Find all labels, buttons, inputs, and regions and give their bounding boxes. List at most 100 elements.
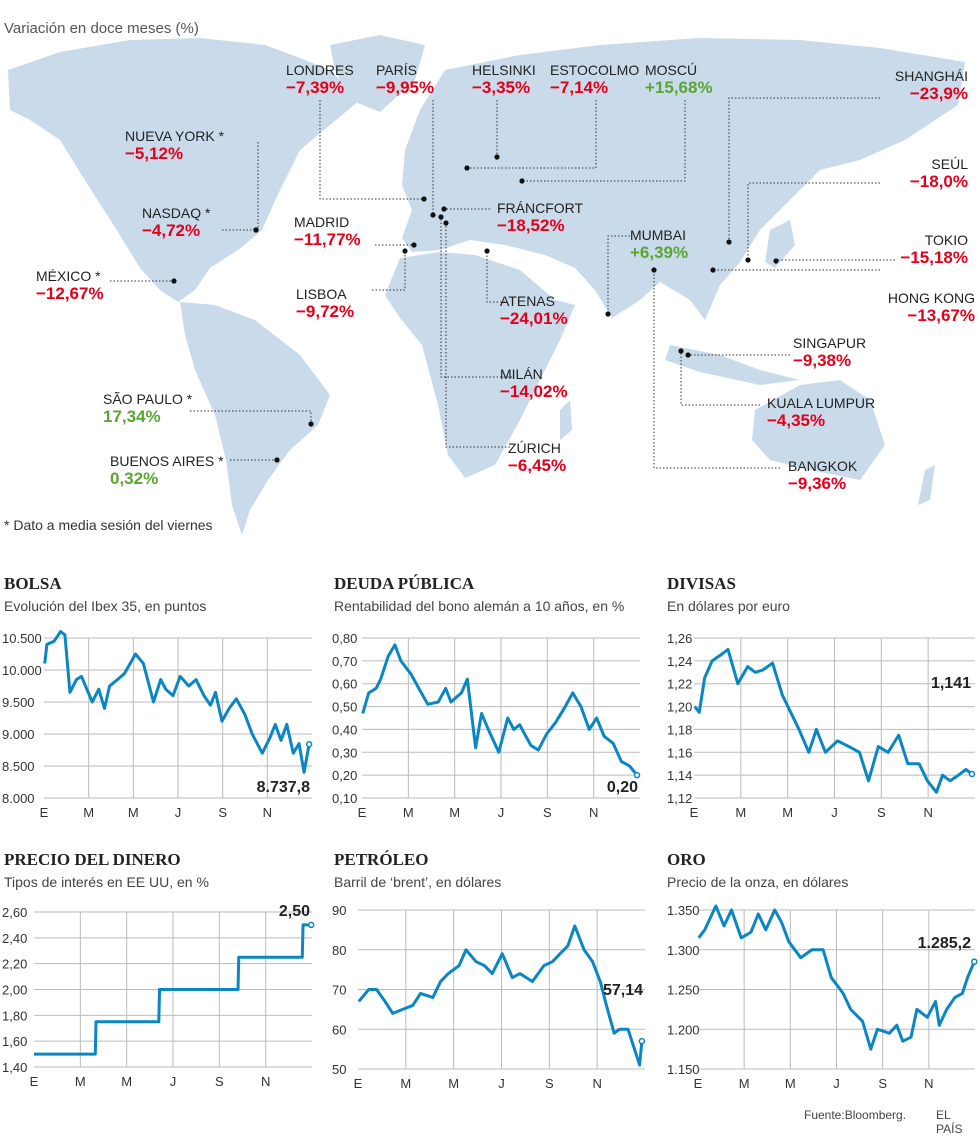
x-tick-label: N bbox=[923, 805, 932, 820]
x-tick-label: M bbox=[782, 805, 793, 820]
y-tick-label: 0,10 bbox=[332, 791, 357, 806]
end-point-marker bbox=[308, 921, 315, 929]
y-tick-label: 2,20 bbox=[2, 957, 27, 972]
city-name: FRÁNCFORT bbox=[497, 200, 584, 216]
city-dot bbox=[685, 352, 691, 358]
city-change: −14,02% bbox=[500, 382, 568, 402]
city-change: −15,18% bbox=[900, 248, 968, 268]
city-label: BUENOS AIRES * 0,32% bbox=[110, 453, 224, 489]
x-tick-label: S bbox=[878, 1076, 887, 1091]
source-note: Fuente:Bloomberg. bbox=[804, 1108, 907, 1122]
city-change: +6,39% bbox=[630, 243, 689, 263]
x-tick-label: M bbox=[735, 805, 746, 820]
city-dot bbox=[745, 257, 751, 263]
y-tick-label: 60 bbox=[332, 1022, 346, 1037]
end-point-marker bbox=[971, 958, 978, 965]
y-tick-label: 1,18 bbox=[667, 722, 692, 737]
australia bbox=[752, 380, 885, 480]
city-change: 17,34% bbox=[103, 407, 161, 427]
x-tick-label: M bbox=[449, 805, 460, 820]
y-tick-label: 1,40 bbox=[2, 1060, 27, 1075]
city-change: 0,32% bbox=[110, 469, 159, 489]
city-change: −4,72% bbox=[142, 221, 201, 241]
city-name: HELSINKI bbox=[472, 62, 536, 78]
x-tick-label: S bbox=[877, 805, 886, 820]
y-tick-label: 0,60 bbox=[332, 677, 357, 692]
city-change: −5,12% bbox=[125, 144, 184, 164]
city-name: ATENAS bbox=[500, 293, 555, 309]
city-change: −9,72% bbox=[296, 302, 355, 322]
y-tick-label: 1.200 bbox=[667, 1022, 700, 1037]
city-dot bbox=[651, 267, 657, 273]
y-tick-label: 1,26 bbox=[667, 631, 692, 646]
eurasia bbox=[402, 38, 965, 320]
x-tick-label: E bbox=[30, 1074, 39, 1089]
y-tick-label: 9.500 bbox=[2, 695, 35, 710]
y-tick-label: 2,60 bbox=[2, 905, 27, 920]
y-tick-label: 1.300 bbox=[667, 943, 700, 958]
chart-subtitle: Tipos de interés en EE UU, en % bbox=[4, 874, 209, 890]
y-tick-label: 90 bbox=[332, 903, 346, 918]
city-change: −11,77% bbox=[294, 230, 361, 250]
x-tick-label: N bbox=[589, 805, 598, 820]
y-tick-label: 0,80 bbox=[332, 631, 357, 646]
city-dot bbox=[443, 220, 449, 226]
city-name: PARÍS bbox=[376, 62, 417, 78]
chart-title: PRECIO DEL DINERO bbox=[4, 850, 181, 869]
y-tick-label: 1,22 bbox=[667, 677, 692, 692]
city-dot bbox=[464, 165, 470, 171]
end-point-marker bbox=[638, 1037, 646, 1045]
city-name: NUEVA YORK * bbox=[125, 128, 225, 144]
city-label: SÃO PAULO * 17,34% bbox=[103, 391, 192, 427]
city-dot bbox=[171, 278, 177, 284]
city-name: BUENOS AIRES * bbox=[110, 453, 224, 469]
end-value-label: 1.285,2 bbox=[918, 935, 971, 952]
greenland bbox=[330, 35, 425, 112]
end-value-label: 8.737,8 bbox=[257, 779, 310, 796]
city-label: MOSCÚ +15,68% bbox=[645, 62, 713, 98]
city-dot bbox=[678, 348, 684, 354]
city-label: TOKIO −15,18% bbox=[900, 232, 968, 268]
x-tick-label: M bbox=[83, 805, 94, 820]
city-dot bbox=[710, 267, 716, 273]
x-tick-label: N bbox=[263, 805, 272, 820]
city-dot bbox=[421, 196, 427, 202]
city-name: SHANGHÁI bbox=[894, 68, 968, 84]
city-change: −7,39% bbox=[286, 78, 345, 98]
city-dot bbox=[726, 239, 732, 245]
x-tick-label: N bbox=[924, 1076, 933, 1091]
city-change: −13,67% bbox=[907, 306, 975, 326]
city-change: −18,52% bbox=[497, 216, 565, 236]
x-tick-label: M bbox=[128, 805, 139, 820]
y-tick-label: 80 bbox=[332, 943, 346, 958]
city-name: ZÚRICH bbox=[508, 440, 561, 456]
city-name: TOKIO bbox=[924, 232, 968, 248]
y-tick-label: 1,20 bbox=[667, 700, 692, 715]
city-label: NASDAQ * −4,72% bbox=[142, 205, 210, 241]
city-label: MADRID −11,77% bbox=[294, 214, 361, 250]
south-america bbox=[180, 302, 330, 535]
city-name: SINGAPUR bbox=[793, 335, 867, 351]
y-tick-label: 1,12 bbox=[667, 791, 692, 806]
city-change: −9,36% bbox=[788, 474, 847, 494]
end-value-label: 2,50 bbox=[279, 903, 310, 920]
brand-label: EL PAÍS bbox=[936, 1108, 963, 1136]
uk bbox=[405, 172, 424, 205]
y-tick-label: 1,60 bbox=[2, 1034, 27, 1049]
x-tick-label: E bbox=[690, 805, 699, 820]
y-tick-label: 0,20 bbox=[332, 768, 357, 783]
y-tick-label: 9.000 bbox=[2, 727, 35, 742]
city-dots bbox=[171, 154, 779, 463]
chart-title: DIVISAS bbox=[667, 574, 736, 593]
city-dot bbox=[253, 227, 259, 233]
city-change: −3,35% bbox=[472, 78, 531, 98]
city-change: −12,67% bbox=[36, 284, 104, 304]
city-dot bbox=[411, 242, 417, 248]
city-label: ATENAS −24,01% bbox=[500, 293, 568, 329]
city-change: −18,0% bbox=[909, 172, 968, 192]
y-tick-label: 0,40 bbox=[332, 722, 357, 737]
world-map bbox=[8, 35, 965, 535]
city-name: ESTOCOLMO bbox=[550, 62, 640, 78]
